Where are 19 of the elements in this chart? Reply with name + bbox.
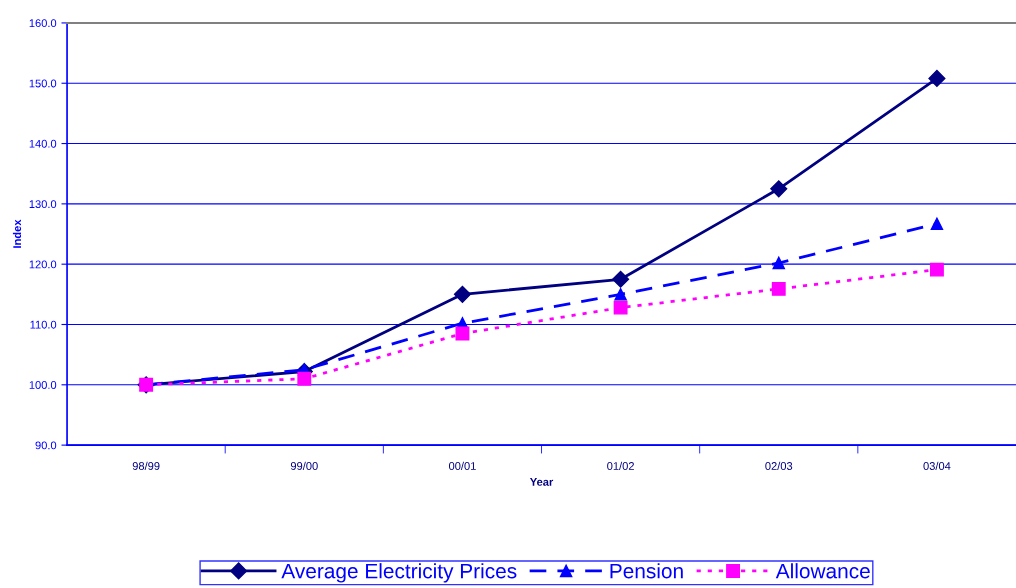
legend-label: Average Electricity Prices: [281, 563, 517, 583]
y-tick-label: 90.0: [35, 441, 57, 450]
legend-label: Pension: [610, 563, 683, 579]
x-axis-title: Year: [529, 478, 554, 486]
x-tick-label: 01/02: [607, 461, 634, 470]
x-tick-label: 99/00: [290, 461, 318, 470]
y-tick-label: 150.0: [29, 79, 57, 88]
y-tick-label: 110.0: [30, 320, 57, 329]
x-tick-label: 00/01: [448, 461, 476, 470]
legend-label: Allowance: [775, 563, 870, 579]
y-tick-label: 100.0: [29, 381, 57, 389]
x-tick-label: 02/03: [765, 461, 793, 470]
y-axis-title: Index: [12, 219, 22, 248]
y-tick-label: 130.0: [29, 200, 57, 208]
y-tick-label: 120.0: [29, 260, 57, 269]
y-tick-label: 140.0: [29, 139, 57, 148]
x-tick-label: 98/99: [132, 461, 160, 470]
y-tick-label: 160.0: [29, 19, 57, 28]
x-tick-label: 03/04: [923, 461, 951, 470]
